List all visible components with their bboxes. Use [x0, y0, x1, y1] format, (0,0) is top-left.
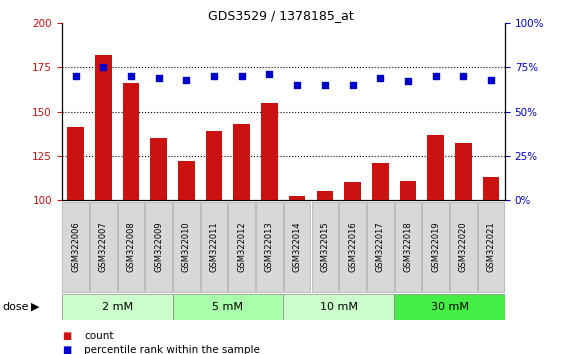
Text: 2 mM: 2 mM: [102, 302, 132, 312]
Text: 30 mM: 30 mM: [430, 302, 468, 312]
Bar: [261, 103, 278, 200]
Point: [265, 72, 274, 77]
Bar: [90, 202, 117, 292]
Bar: [123, 83, 139, 200]
Text: GSM322017: GSM322017: [376, 222, 385, 272]
Bar: [450, 202, 477, 292]
Bar: [62, 202, 89, 292]
Text: GSM322016: GSM322016: [348, 222, 357, 272]
Bar: [372, 163, 389, 200]
Text: GSM322009: GSM322009: [154, 222, 163, 272]
Bar: [233, 124, 250, 200]
Bar: [228, 202, 255, 292]
Bar: [62, 294, 173, 320]
Text: GSM322013: GSM322013: [265, 222, 274, 272]
Point: [154, 75, 163, 81]
Bar: [118, 202, 144, 292]
Bar: [478, 202, 504, 292]
Bar: [422, 202, 449, 292]
Point: [431, 73, 440, 79]
Bar: [173, 202, 200, 292]
Bar: [256, 202, 283, 292]
Bar: [367, 202, 394, 292]
Text: GSM322021: GSM322021: [486, 222, 495, 272]
Point: [320, 82, 329, 88]
Bar: [427, 135, 444, 200]
Bar: [344, 182, 361, 200]
Bar: [311, 202, 338, 292]
Text: GSM322011: GSM322011: [210, 222, 219, 272]
Text: GSM322014: GSM322014: [293, 222, 302, 272]
Point: [403, 79, 412, 84]
Point: [459, 73, 468, 79]
Text: GSM322018: GSM322018: [403, 222, 412, 272]
Bar: [150, 138, 167, 200]
Text: GSM322008: GSM322008: [126, 222, 135, 272]
Text: count: count: [84, 331, 114, 341]
Bar: [201, 202, 227, 292]
Point: [71, 73, 80, 79]
Point: [210, 73, 219, 79]
Bar: [173, 294, 283, 320]
Text: GSM322010: GSM322010: [182, 222, 191, 272]
Bar: [455, 143, 472, 200]
Text: 5 mM: 5 mM: [213, 302, 243, 312]
Text: GDS3529 / 1378185_at: GDS3529 / 1378185_at: [208, 9, 353, 22]
Text: ▶: ▶: [31, 302, 39, 312]
Text: ■: ■: [62, 346, 71, 354]
Point: [376, 75, 385, 81]
Point: [486, 77, 495, 82]
Text: dose: dose: [3, 302, 29, 312]
Point: [182, 77, 191, 82]
Bar: [95, 55, 112, 200]
Text: GSM322012: GSM322012: [237, 222, 246, 272]
Bar: [316, 191, 333, 200]
Bar: [394, 294, 505, 320]
Bar: [394, 202, 421, 292]
Text: GSM322007: GSM322007: [99, 222, 108, 272]
Bar: [206, 131, 222, 200]
Text: ■: ■: [62, 331, 71, 341]
Bar: [283, 294, 394, 320]
Text: 10 mM: 10 mM: [320, 302, 358, 312]
Text: percentile rank within the sample: percentile rank within the sample: [84, 346, 260, 354]
Text: GSM322015: GSM322015: [320, 222, 329, 272]
Bar: [482, 177, 499, 200]
Bar: [399, 181, 416, 200]
Text: GSM322019: GSM322019: [431, 222, 440, 272]
Point: [293, 82, 302, 88]
Text: GSM322020: GSM322020: [459, 222, 468, 272]
Point: [348, 82, 357, 88]
Bar: [145, 202, 172, 292]
Bar: [178, 161, 195, 200]
Point: [237, 73, 246, 79]
Bar: [284, 202, 310, 292]
Bar: [339, 202, 366, 292]
Point: [126, 73, 135, 79]
Bar: [67, 127, 84, 200]
Bar: [289, 196, 306, 200]
Point: [99, 64, 108, 70]
Text: GSM322006: GSM322006: [71, 222, 80, 272]
